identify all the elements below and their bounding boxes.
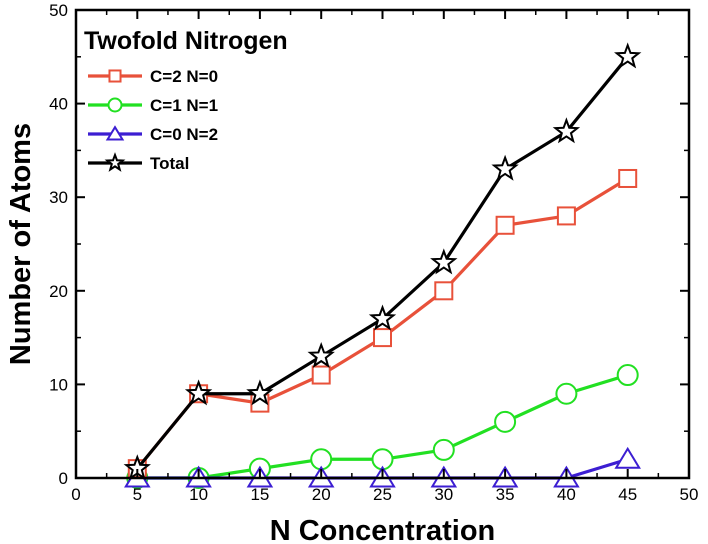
legend-item: C=2 N=0 (88, 67, 218, 86)
y-tick-label: 0 (59, 469, 68, 488)
x-tick-label: 5 (133, 485, 142, 504)
data-point-square (108, 69, 122, 83)
legend: Twofold Nitrogen C=2 N=0 C=1 N=1 C=0 N=2 To… (84, 27, 288, 173)
data-point-square (373, 328, 392, 348)
legend-item: Total (88, 152, 189, 173)
x-axis-title: N Concentration (270, 515, 496, 544)
y-tick-label: 10 (49, 375, 68, 394)
y-axis-title: Number of Atoms (5, 123, 37, 365)
data-point-star (614, 42, 642, 69)
x-tick-label: 50 (680, 485, 699, 504)
x-tick-label: 20 (312, 485, 331, 504)
legend-item: C=1 N=1 (88, 96, 218, 115)
x-tick-label: 45 (618, 485, 637, 504)
legend-item: C=0 N=2 (88, 125, 218, 144)
x-tick-label: 0 (71, 485, 80, 504)
data-point-circle (432, 438, 455, 461)
legend-label: C=2 N=0 (150, 67, 218, 86)
data-point-square (311, 365, 331, 385)
data-point-square (556, 206, 576, 226)
data-point-square (495, 215, 515, 235)
data-point-circle (494, 410, 517, 433)
data-point-square (618, 168, 638, 188)
legend-label: Total (150, 154, 189, 173)
data-point-star (552, 117, 581, 144)
x-tick-label: 10 (189, 485, 208, 504)
legend-title: Twofold Nitrogen (84, 27, 288, 55)
data-point-star (491, 154, 519, 181)
axes: 0 5 10 15 20 25 30 35 40 45 50 0 10 20 30 40 50 (49, 1, 698, 504)
data-point-square (434, 281, 454, 301)
data-point-star (104, 152, 126, 172)
data-point-triangle (614, 446, 641, 469)
y-tick-label: 40 (49, 95, 68, 114)
x-tick-label: 40 (557, 485, 576, 504)
legend-label: C=0 N=2 (150, 125, 218, 144)
y-tick-label: 20 (49, 282, 68, 301)
y-tick-label: 30 (49, 188, 68, 207)
x-tick-label: 15 (250, 485, 269, 504)
data-point-circle (616, 364, 639, 387)
data-point-star (430, 248, 458, 275)
data-point-star (184, 379, 213, 406)
data-point-circle (555, 382, 578, 405)
data-point-star (368, 304, 397, 331)
legend-label: C=1 N=1 (150, 96, 218, 115)
data-point-triangle (105, 125, 125, 141)
x-tick-label: 30 (434, 485, 453, 504)
data-point-star (307, 341, 335, 368)
y-tick-label: 50 (49, 1, 68, 20)
x-tick-label: 35 (496, 485, 515, 504)
data-point-star (246, 379, 274, 406)
data-point-circle (107, 97, 123, 113)
x-tick-label: 25 (373, 485, 392, 504)
